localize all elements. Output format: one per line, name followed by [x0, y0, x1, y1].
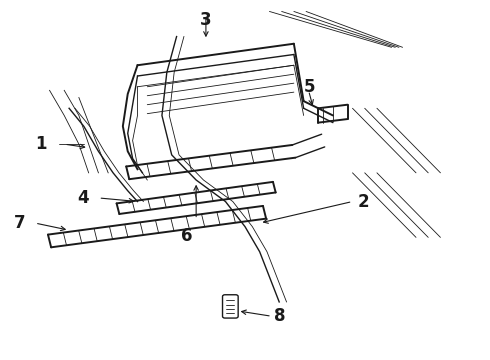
Text: 2: 2	[357, 193, 369, 211]
Text: 6: 6	[181, 226, 192, 244]
Text: 1: 1	[35, 135, 47, 153]
Text: 4: 4	[77, 189, 89, 207]
Text: 5: 5	[304, 78, 315, 96]
Text: 7: 7	[14, 214, 25, 232]
Text: 3: 3	[200, 12, 212, 30]
Text: 8: 8	[274, 307, 286, 325]
